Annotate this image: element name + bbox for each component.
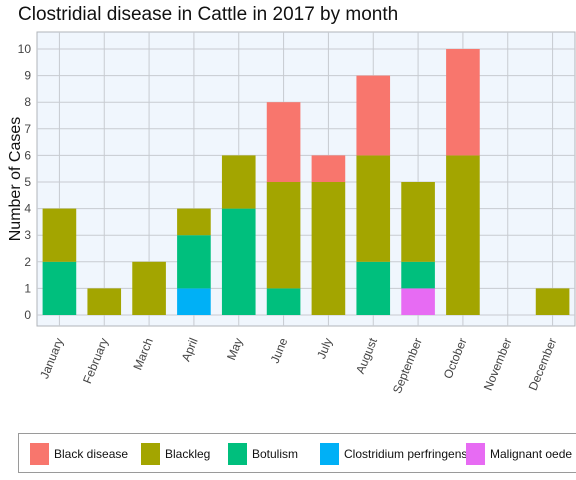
- y-axis-title: Number of Cases: [7, 117, 24, 242]
- bar-segment: [356, 155, 391, 262]
- y-tick-label: 7: [24, 122, 31, 136]
- legend-swatch: [30, 443, 49, 465]
- bar-segment: [177, 235, 211, 289]
- plot-panel: [36, 31, 576, 327]
- bar-segment: [311, 155, 346, 182]
- x-tick-label: June: [268, 336, 291, 366]
- bar-segment: [311, 182, 346, 315]
- chart-plot: 0 1 2 3 4 5 6 7 8 9 10 January February March April Ma…: [7, 31, 576, 396]
- x-tick-label: August: [353, 335, 380, 376]
- x-tick-label: October: [441, 336, 470, 381]
- legend-item: Malignant oede: [466, 442, 572, 466]
- bar-segment: [356, 261, 391, 315]
- bar-segment: [266, 102, 301, 182]
- bar-segment: [401, 182, 435, 262]
- bar-segment: [535, 288, 570, 315]
- x-tick-label: April: [179, 336, 201, 364]
- bar-segment: [132, 261, 166, 315]
- chart-title: Clostridial disease in Cattle in 2017 by…: [18, 4, 399, 25]
- bar-segment: [87, 288, 122, 315]
- bar-segment: [266, 182, 301, 289]
- bar-segment: [266, 288, 301, 315]
- bar-segment: [42, 208, 77, 262]
- bar-segment: [401, 261, 435, 289]
- bar-segment: [401, 288, 435, 315]
- legend-label: Black disease: [54, 447, 129, 461]
- bars: [42, 49, 570, 315]
- x-tick-label: July: [314, 336, 335, 361]
- x-tick-label: February: [80, 336, 111, 386]
- y-tick-label: 2: [24, 255, 31, 269]
- legend: Black disease Blackleg Botulism Clostridium…: [18, 433, 576, 473]
- legend-label: Clostridium perfringens: [344, 447, 468, 461]
- legend-swatch: [141, 443, 160, 465]
- legend-item: Botulism: [228, 442, 298, 466]
- bar-segment: [221, 155, 256, 209]
- legend-swatch: [320, 443, 339, 465]
- y-tick-label: 5: [24, 175, 31, 189]
- legend-swatch: [228, 443, 247, 465]
- x-tick-label: May: [224, 336, 245, 362]
- x-tick-label: November: [481, 336, 515, 393]
- x-tick-label: March: [130, 336, 155, 372]
- legend-item: Blackleg: [141, 442, 210, 466]
- bar-segment: [42, 261, 77, 315]
- legend-swatch: [466, 443, 485, 465]
- legend-label: Blackleg: [165, 447, 211, 461]
- y-tick-label: 0: [24, 308, 31, 322]
- legend-label: Botulism: [252, 447, 299, 461]
- y-tick-label: 8: [24, 95, 31, 109]
- legend-item: Clostridium perfringens: [320, 442, 467, 466]
- bar-segment: [221, 208, 256, 315]
- x-tick-label: September: [390, 336, 425, 396]
- legend-label: Malignant oede: [490, 447, 573, 461]
- bar-segment: [177, 208, 211, 236]
- bar-segment: [446, 155, 480, 315]
- y-tick-label: 6: [24, 148, 31, 162]
- bar-segment: [177, 288, 211, 315]
- x-tick-label: January: [37, 336, 66, 381]
- legend-item: Black disease: [30, 442, 128, 466]
- y-tick-label: 10: [18, 42, 32, 56]
- y-tick-label: 4: [24, 202, 31, 216]
- y-tick-label: 9: [24, 69, 31, 83]
- x-tick-labels: January February March April May June July Augu…: [37, 335, 559, 395]
- y-tick-label: 3: [24, 228, 31, 242]
- y-tick-labels: 0 1 2 3 4 5 6 7 8 9 10: [18, 42, 32, 322]
- x-tick-label: December: [526, 336, 560, 393]
- bar-segment: [446, 49, 480, 156]
- bar-segment: [356, 75, 391, 156]
- y-tick-label: 1: [24, 281, 31, 295]
